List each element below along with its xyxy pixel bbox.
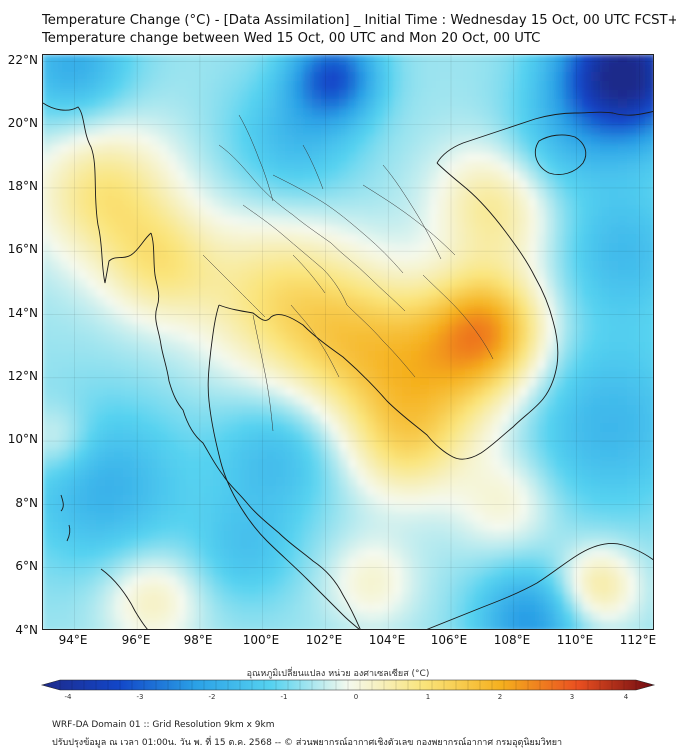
temperature-field bbox=[43, 55, 653, 629]
title-line-1: Temperature Change (°C) - [Data Assimila… bbox=[42, 13, 676, 28]
colorbar-tick-label: 2 bbox=[497, 693, 503, 701]
lat-tick-label: 10°N bbox=[7, 432, 38, 446]
graticule bbox=[43, 55, 653, 629]
lon-tick-label: 100°E bbox=[242, 633, 280, 647]
lat-tick-label: 14°N bbox=[7, 306, 38, 320]
colorbar-label: อุณหภูมิเปลี่ยนแปลง หน่วย องศาเซลเซียส (… bbox=[246, 669, 430, 679]
lat-tick-label: 16°N bbox=[7, 242, 38, 256]
chart-title: Temperature Change (°C) - [Data Assimila… bbox=[42, 12, 676, 48]
colorbar-tick-label: 0 bbox=[353, 693, 359, 701]
lat-tick-label: 8°N bbox=[15, 496, 38, 510]
lat-tick-label: 4°N bbox=[15, 623, 38, 637]
footer-credit: ปรับปรุงข้อมูล ณ เวลา 01:00น. วัน พ. ที่… bbox=[52, 738, 563, 748]
provincial-borders bbox=[202, 114, 494, 432]
colorbar bbox=[40, 679, 656, 691]
lon-tick-label: 110°E bbox=[556, 633, 594, 647]
lat-tick-label: 6°N bbox=[15, 559, 38, 573]
lon-tick-label: 106°E bbox=[430, 633, 468, 647]
coastlines bbox=[43, 102, 653, 629]
map-panel[interactable] bbox=[42, 54, 654, 630]
colorbar-tick-label: -4 bbox=[64, 693, 72, 701]
lon-tick-label: 96°E bbox=[121, 633, 151, 647]
lon-tick-label: 104°E bbox=[368, 633, 406, 647]
colorbar-gradient bbox=[40, 679, 656, 691]
temperature-map bbox=[43, 55, 653, 629]
colorbar-tick-label: 4 bbox=[623, 693, 629, 701]
lat-tick-label: 22°N bbox=[7, 53, 38, 67]
colorbar-tick-label: -3 bbox=[136, 693, 144, 701]
footer-model-info: WRF-DA Domain 01 :: Grid Resolution 9km … bbox=[52, 720, 275, 730]
colorbar-tick-label: -2 bbox=[208, 693, 216, 701]
lon-tick-label: 94°E bbox=[58, 633, 88, 647]
lat-tick-label: 20°N bbox=[7, 116, 38, 130]
lon-tick-label: 98°E bbox=[183, 633, 213, 647]
title-line-2: Temperature change between Wed 15 Oct, 0… bbox=[42, 31, 541, 46]
colorbar-tick-label: 1 bbox=[425, 693, 431, 701]
lon-tick-label: 102°E bbox=[305, 633, 343, 647]
colorbar-tick-label: -1 bbox=[280, 693, 288, 701]
lon-tick-label: 108°E bbox=[493, 633, 531, 647]
colorbar-tick-label: 3 bbox=[569, 693, 575, 701]
lat-tick-label: 12°N bbox=[7, 369, 38, 383]
lat-tick-label: 18°N bbox=[7, 179, 38, 193]
lon-tick-label: 112°E bbox=[619, 633, 657, 647]
